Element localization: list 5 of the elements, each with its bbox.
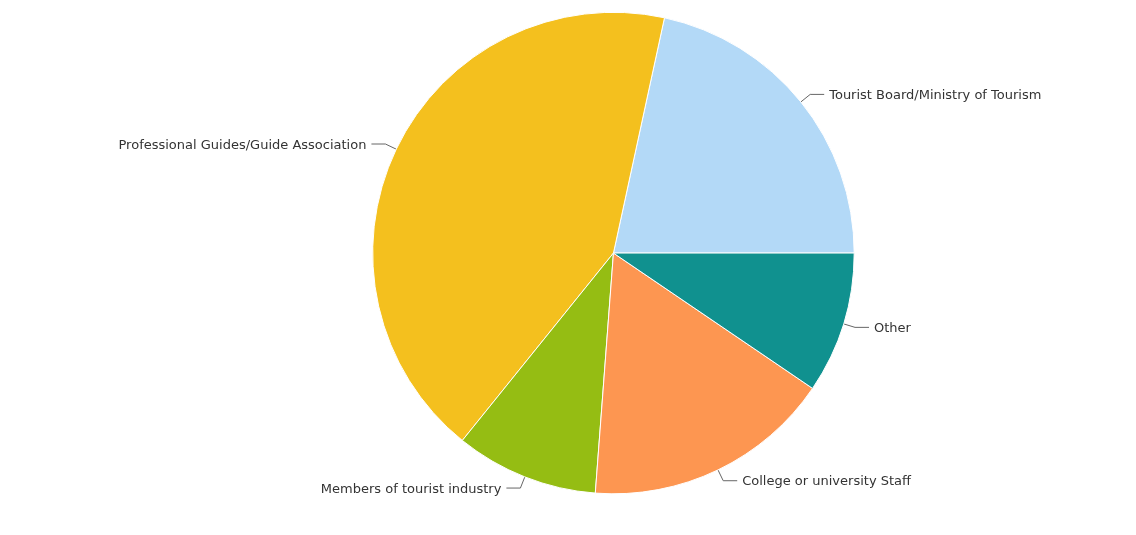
slice-label: College or university Staff [742, 473, 913, 489]
slice-label: Other [874, 319, 912, 335]
slice-label: Members of tourist industry [320, 480, 502, 496]
slice-label: Professional Guides/Guide Association [118, 136, 367, 152]
slice-label: Tourist Board/Ministry of Tourism [828, 86, 1042, 102]
